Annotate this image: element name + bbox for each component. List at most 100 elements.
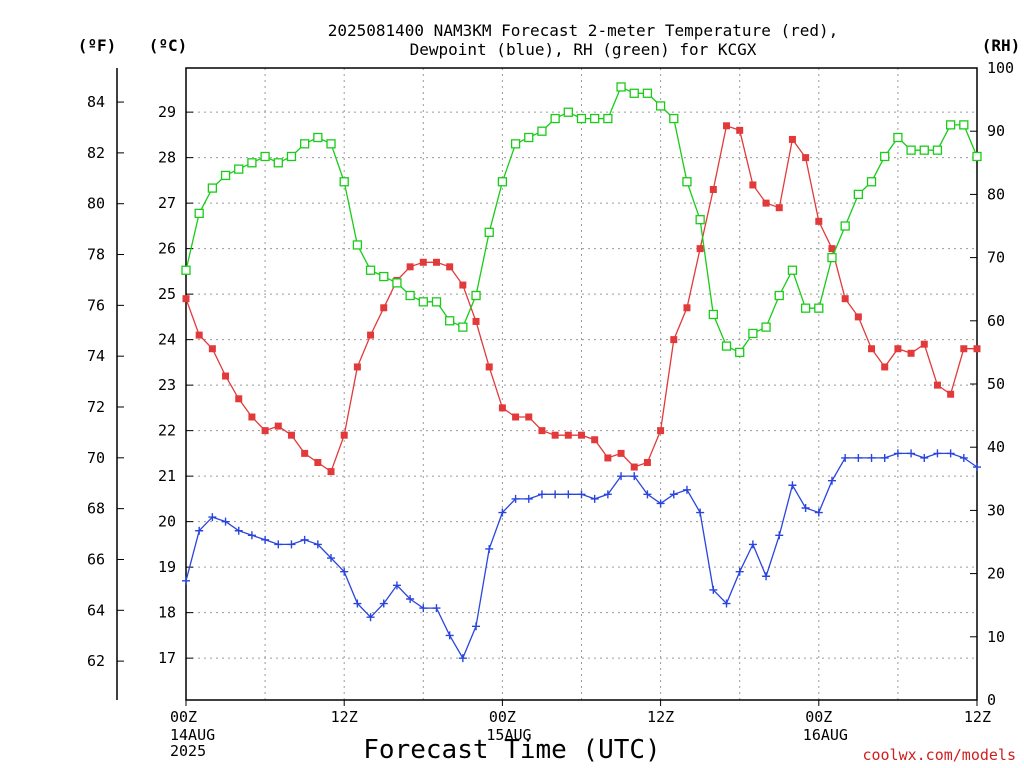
temperature-point: [947, 390, 955, 398]
dewpoint-point: [261, 535, 270, 544]
rh-point: [642, 88, 653, 98]
temperature-point: [564, 431, 572, 439]
temperature-point: [617, 449, 625, 457]
rh-point: [313, 132, 323, 143]
rh-point: [840, 221, 850, 231]
rh-point: [603, 113, 613, 124]
x-tick-label: 12Z: [647, 708, 674, 726]
dewpoint-point: [577, 490, 586, 499]
temperature-point: [195, 331, 203, 339]
dewpoint-point: [788, 481, 797, 490]
temperature-point: [591, 436, 599, 444]
dewpoint-point: [762, 572, 771, 581]
x-date-label: 16AUG: [803, 726, 848, 744]
rh-point: [695, 215, 705, 225]
temperature-point: [907, 349, 915, 357]
rh-point: [616, 82, 626, 92]
temperature-point: [578, 431, 585, 439]
rh-point: [405, 290, 415, 301]
rh-point: [379, 271, 389, 282]
rh-point: [919, 145, 929, 155]
dewpoint-point: [366, 613, 375, 622]
rh-point: [286, 151, 297, 162]
dewpoint-point: [208, 513, 217, 522]
rh-point: [563, 107, 573, 117]
dewpoint-point: [841, 453, 850, 462]
dewpoint-point: [920, 453, 929, 462]
plot-frame: [185, 67, 978, 701]
dewpoint-point: [973, 463, 981, 472]
rh-point: [787, 265, 798, 275]
temperature-point: [208, 345, 216, 353]
dewpoint-point: [669, 490, 678, 499]
x-tick-label: 12Z: [331, 708, 358, 726]
rh-tick-label: 10: [987, 628, 1005, 646]
rh-tick-label: 50: [987, 375, 1005, 393]
dewpoint-point: [472, 622, 481, 631]
fahrenheit-tick-label: 72: [87, 398, 105, 416]
rh-point: [326, 139, 336, 149]
rh-point: [972, 151, 982, 162]
temperature-point: [380, 304, 388, 312]
rh-point: [945, 120, 956, 130]
dewpoint-point: [247, 531, 256, 540]
temperature-point: [327, 468, 335, 476]
temperature-point: [736, 126, 744, 134]
rh-point: [721, 341, 732, 351]
rh-point: [392, 278, 402, 288]
temperature-point: [406, 263, 414, 271]
fahrenheit-tick-label: 76: [87, 296, 105, 314]
dewpoint-point: [854, 453, 863, 462]
rh-point: [273, 158, 283, 168]
fahrenheit-tick-label: 68: [87, 500, 105, 518]
temperature-point: [868, 345, 876, 353]
x-tick-label: 00Z: [805, 708, 832, 726]
dewpoint-point: [445, 631, 454, 640]
dewpoint-point: [696, 508, 705, 517]
rh-axis-label: (RH): [982, 36, 1021, 55]
temperature-point: [459, 281, 467, 289]
dewpoint-point: [419, 604, 428, 613]
temperature-point: [604, 454, 612, 462]
dewpoint-point: [432, 604, 441, 613]
dewpoint-point: [682, 485, 691, 494]
series-layer: [181, 82, 982, 663]
dewpoint-point: [195, 526, 204, 535]
rh-tick-label: 30: [987, 501, 1005, 519]
rh-point: [484, 227, 494, 237]
celsius-tick-label: 18: [158, 604, 176, 622]
rh-point: [590, 113, 600, 124]
temperature-point: [222, 372, 230, 380]
fahrenheit-tick-label: 82: [87, 144, 105, 162]
dewpoint-point: [735, 567, 744, 576]
temperature-point: [723, 122, 731, 130]
rh-point: [220, 170, 231, 181]
chart-title-line-1: 2025081400 NAM3KM Forecast 2-meter Tempe…: [328, 21, 839, 40]
x-axis-title: Forecast Time (UTC): [363, 735, 660, 765]
rh-tick-label: 100: [987, 59, 1014, 77]
rh-point: [510, 139, 521, 149]
rh-point: [761, 322, 771, 332]
dewpoint-point: [630, 472, 639, 481]
rh-point: [866, 177, 877, 187]
rh-point: [299, 139, 310, 149]
series-celsius-filled-square: [182, 122, 981, 476]
dewpoint-point: [907, 449, 916, 458]
rh-point: [365, 265, 376, 275]
rh-tick-label: 40: [987, 438, 1005, 456]
series-celsius-plus: [182, 449, 981, 663]
dewpoint-point: [406, 594, 415, 603]
rh-point: [247, 158, 257, 168]
dewpoint-point: [617, 472, 626, 481]
rh-point: [260, 151, 270, 162]
temperature-point: [854, 313, 862, 321]
dewpoint-point: [485, 544, 494, 553]
dewpoint-point: [274, 540, 283, 549]
rh-tick-label: 90: [987, 122, 1005, 140]
rh-point: [814, 303, 824, 313]
celsius-tick-label: 22: [158, 422, 176, 440]
dewpoint-point: [603, 490, 612, 499]
grid-layer: [186, 68, 977, 700]
celsius-tick-label: 26: [158, 240, 176, 258]
fahrenheit-tick-label: 66: [87, 550, 105, 568]
